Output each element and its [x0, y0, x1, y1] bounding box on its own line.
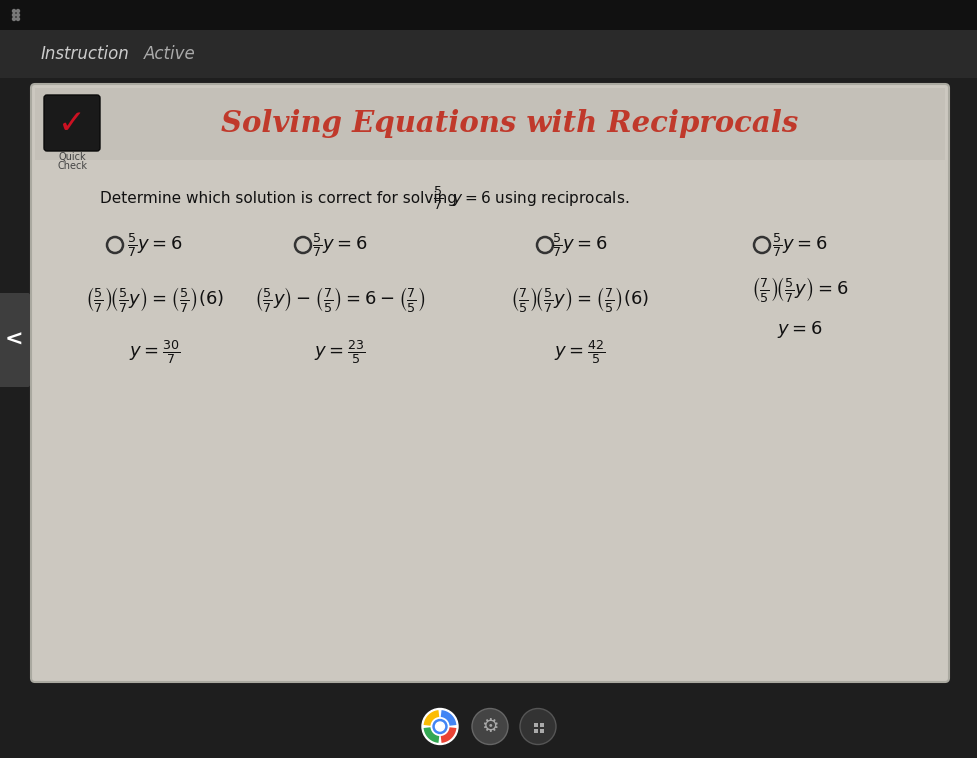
- FancyBboxPatch shape: [533, 728, 537, 732]
- FancyBboxPatch shape: [35, 88, 944, 160]
- FancyBboxPatch shape: [0, 0, 977, 30]
- Text: $\frac{5}{7}y=6$: $\frac{5}{7}y=6$: [552, 231, 607, 259]
- Text: ⚙: ⚙: [481, 717, 498, 736]
- Text: $\left(\frac{5}{7}y\right)-\left(\frac{7}{5}\right)=6-\left(\frac{7}{5}\right)$: $\left(\frac{5}{7}y\right)-\left(\frac{7…: [254, 286, 425, 315]
- Text: $\left(\frac{7}{5}\right)\!\left(\frac{5}{7}y\right)=\left(\frac{7}{5}\right)(6): $\left(\frac{7}{5}\right)\!\left(\frac{5…: [510, 286, 649, 315]
- Text: $\frac{5}{7}$: $\frac{5}{7}$: [433, 184, 443, 212]
- Circle shape: [421, 709, 457, 744]
- Circle shape: [435, 722, 444, 731]
- FancyBboxPatch shape: [31, 84, 948, 682]
- Text: Instruction: Instruction: [41, 45, 129, 63]
- Circle shape: [17, 14, 20, 17]
- Text: ✓: ✓: [58, 107, 86, 139]
- Text: $y=6$ using reciprocals.: $y=6$ using reciprocals.: [451, 189, 629, 208]
- FancyBboxPatch shape: [539, 722, 543, 726]
- Text: $y=\frac{23}{5}$: $y=\frac{23}{5}$: [314, 338, 365, 366]
- FancyBboxPatch shape: [539, 728, 543, 732]
- FancyBboxPatch shape: [0, 695, 977, 758]
- Text: $\frac{5}{7}y=6$: $\frac{5}{7}y=6$: [312, 231, 367, 259]
- Text: Determine which solution is correct for solving: Determine which solution is correct for …: [100, 190, 456, 205]
- Text: $y=\frac{42}{5}$: $y=\frac{42}{5}$: [554, 338, 605, 366]
- FancyBboxPatch shape: [0, 293, 30, 387]
- Text: Check: Check: [57, 161, 87, 171]
- FancyBboxPatch shape: [0, 30, 977, 78]
- Text: $y=\frac{30}{7}$: $y=\frac{30}{7}$: [129, 338, 181, 366]
- FancyBboxPatch shape: [44, 95, 100, 151]
- Circle shape: [17, 17, 20, 20]
- Text: $\left(\frac{5}{7}\right)\!\left(\frac{5}{7}y\right)=\left(\frac{5}{7}\right)(6): $\left(\frac{5}{7}\right)\!\left(\frac{5…: [85, 286, 225, 315]
- Circle shape: [13, 10, 16, 12]
- Circle shape: [520, 709, 556, 744]
- Circle shape: [433, 719, 446, 734]
- Text: Solving Equations with Reciprocals: Solving Equations with Reciprocals: [221, 109, 798, 139]
- Circle shape: [13, 17, 16, 20]
- Text: $\frac{5}{7}y=6$: $\frac{5}{7}y=6$: [772, 231, 827, 259]
- Circle shape: [13, 14, 16, 17]
- FancyBboxPatch shape: [533, 722, 537, 726]
- Circle shape: [17, 10, 20, 12]
- Text: $\frac{5}{7}y=6$: $\frac{5}{7}y=6$: [127, 231, 183, 259]
- Circle shape: [472, 709, 507, 744]
- Text: <: <: [5, 330, 23, 350]
- Text: $\left(\frac{7}{5}\right)\!\left(\frac{5}{7}y\right)=6$: $\left(\frac{7}{5}\right)\!\left(\frac{5…: [750, 275, 848, 305]
- Text: $y=6$: $y=6$: [777, 320, 822, 340]
- Text: Quick: Quick: [58, 152, 86, 162]
- Text: Active: Active: [144, 45, 195, 63]
